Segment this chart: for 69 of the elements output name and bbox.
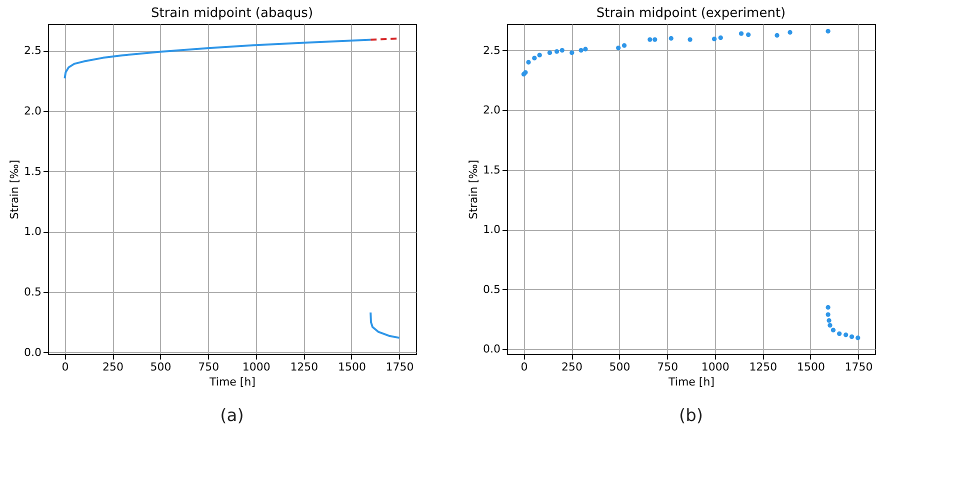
x-tick-label: 1750 <box>386 360 414 374</box>
point <box>648 37 652 42</box>
point <box>668 36 674 41</box>
y-tick-label: 1.0 <box>24 225 42 238</box>
x-tick-label: 1500 <box>796 360 825 374</box>
y-tick-label: 0.0 <box>24 346 42 359</box>
point <box>849 334 854 340</box>
y-tick-label: 1.0 <box>483 223 500 236</box>
point <box>856 336 860 340</box>
point <box>554 49 560 54</box>
point <box>526 60 531 65</box>
x-tick-label: 250 <box>562 360 583 374</box>
point <box>532 56 537 60</box>
point <box>547 50 552 56</box>
point <box>688 37 692 42</box>
point <box>844 332 848 338</box>
y-axis-title: Strain [‰] <box>467 160 480 220</box>
x-tick-label: 1250 <box>290 360 318 374</box>
y-tick-label: 0.0 <box>483 342 500 356</box>
text: (a) <box>220 406 244 426</box>
point <box>826 312 830 317</box>
x-tick-label: 500 <box>150 360 172 374</box>
x-tick-label: 250 <box>102 360 124 374</box>
point <box>826 305 830 310</box>
x-tick-label: 1750 <box>844 360 873 374</box>
point <box>578 48 584 53</box>
point <box>718 35 723 40</box>
point <box>583 46 588 52</box>
x-tick-label: 1000 <box>701 360 730 374</box>
y-axis-title: Strain [‰] <box>8 160 22 220</box>
x-tick-label: 500 <box>609 360 630 374</box>
x-axis-title: Time [h] <box>208 376 256 388</box>
chart-title: Strain midpoint (abaqus) <box>150 6 314 21</box>
y-tick-label: 0.5 <box>24 285 42 298</box>
x-tick-label: 0 <box>520 360 528 374</box>
point <box>826 318 832 323</box>
point <box>616 46 621 50</box>
y-tick-label: 1.5 <box>24 164 42 178</box>
y-tick-label: 2.0 <box>24 104 42 118</box>
point <box>830 328 836 332</box>
point <box>746 32 751 38</box>
x-tick-label: 1000 <box>242 360 270 374</box>
point <box>570 50 574 56</box>
point <box>622 43 627 48</box>
chart-title: Strain midpoint (experiment) <box>596 6 786 21</box>
point <box>712 36 717 42</box>
x-tick-label: 750 <box>198 360 220 374</box>
x-tick-label: 1500 <box>338 360 366 374</box>
line-series <box>370 311 400 339</box>
y-tick-label: 2.5 <box>24 44 42 58</box>
point <box>652 37 658 42</box>
point <box>837 331 842 336</box>
y-tick-label: 0.5 <box>483 282 500 296</box>
y-tick-label: 1.5 <box>483 163 500 176</box>
point <box>788 30 792 35</box>
point <box>560 48 564 53</box>
x-axis-title: Time [h] <box>668 376 714 388</box>
text: (b) <box>678 406 704 426</box>
point <box>828 322 832 328</box>
point <box>537 52 542 58</box>
point <box>738 31 744 36</box>
x-tick-label: 750 <box>657 360 678 374</box>
y-tick-label: 2.0 <box>483 104 500 117</box>
point <box>774 33 780 38</box>
x-tick-label: 1250 <box>749 360 778 374</box>
x-tick-label: 0 <box>62 360 69 374</box>
point <box>826 28 830 34</box>
y-tick-label: 2.5 <box>483 44 500 57</box>
line-series <box>64 38 372 80</box>
